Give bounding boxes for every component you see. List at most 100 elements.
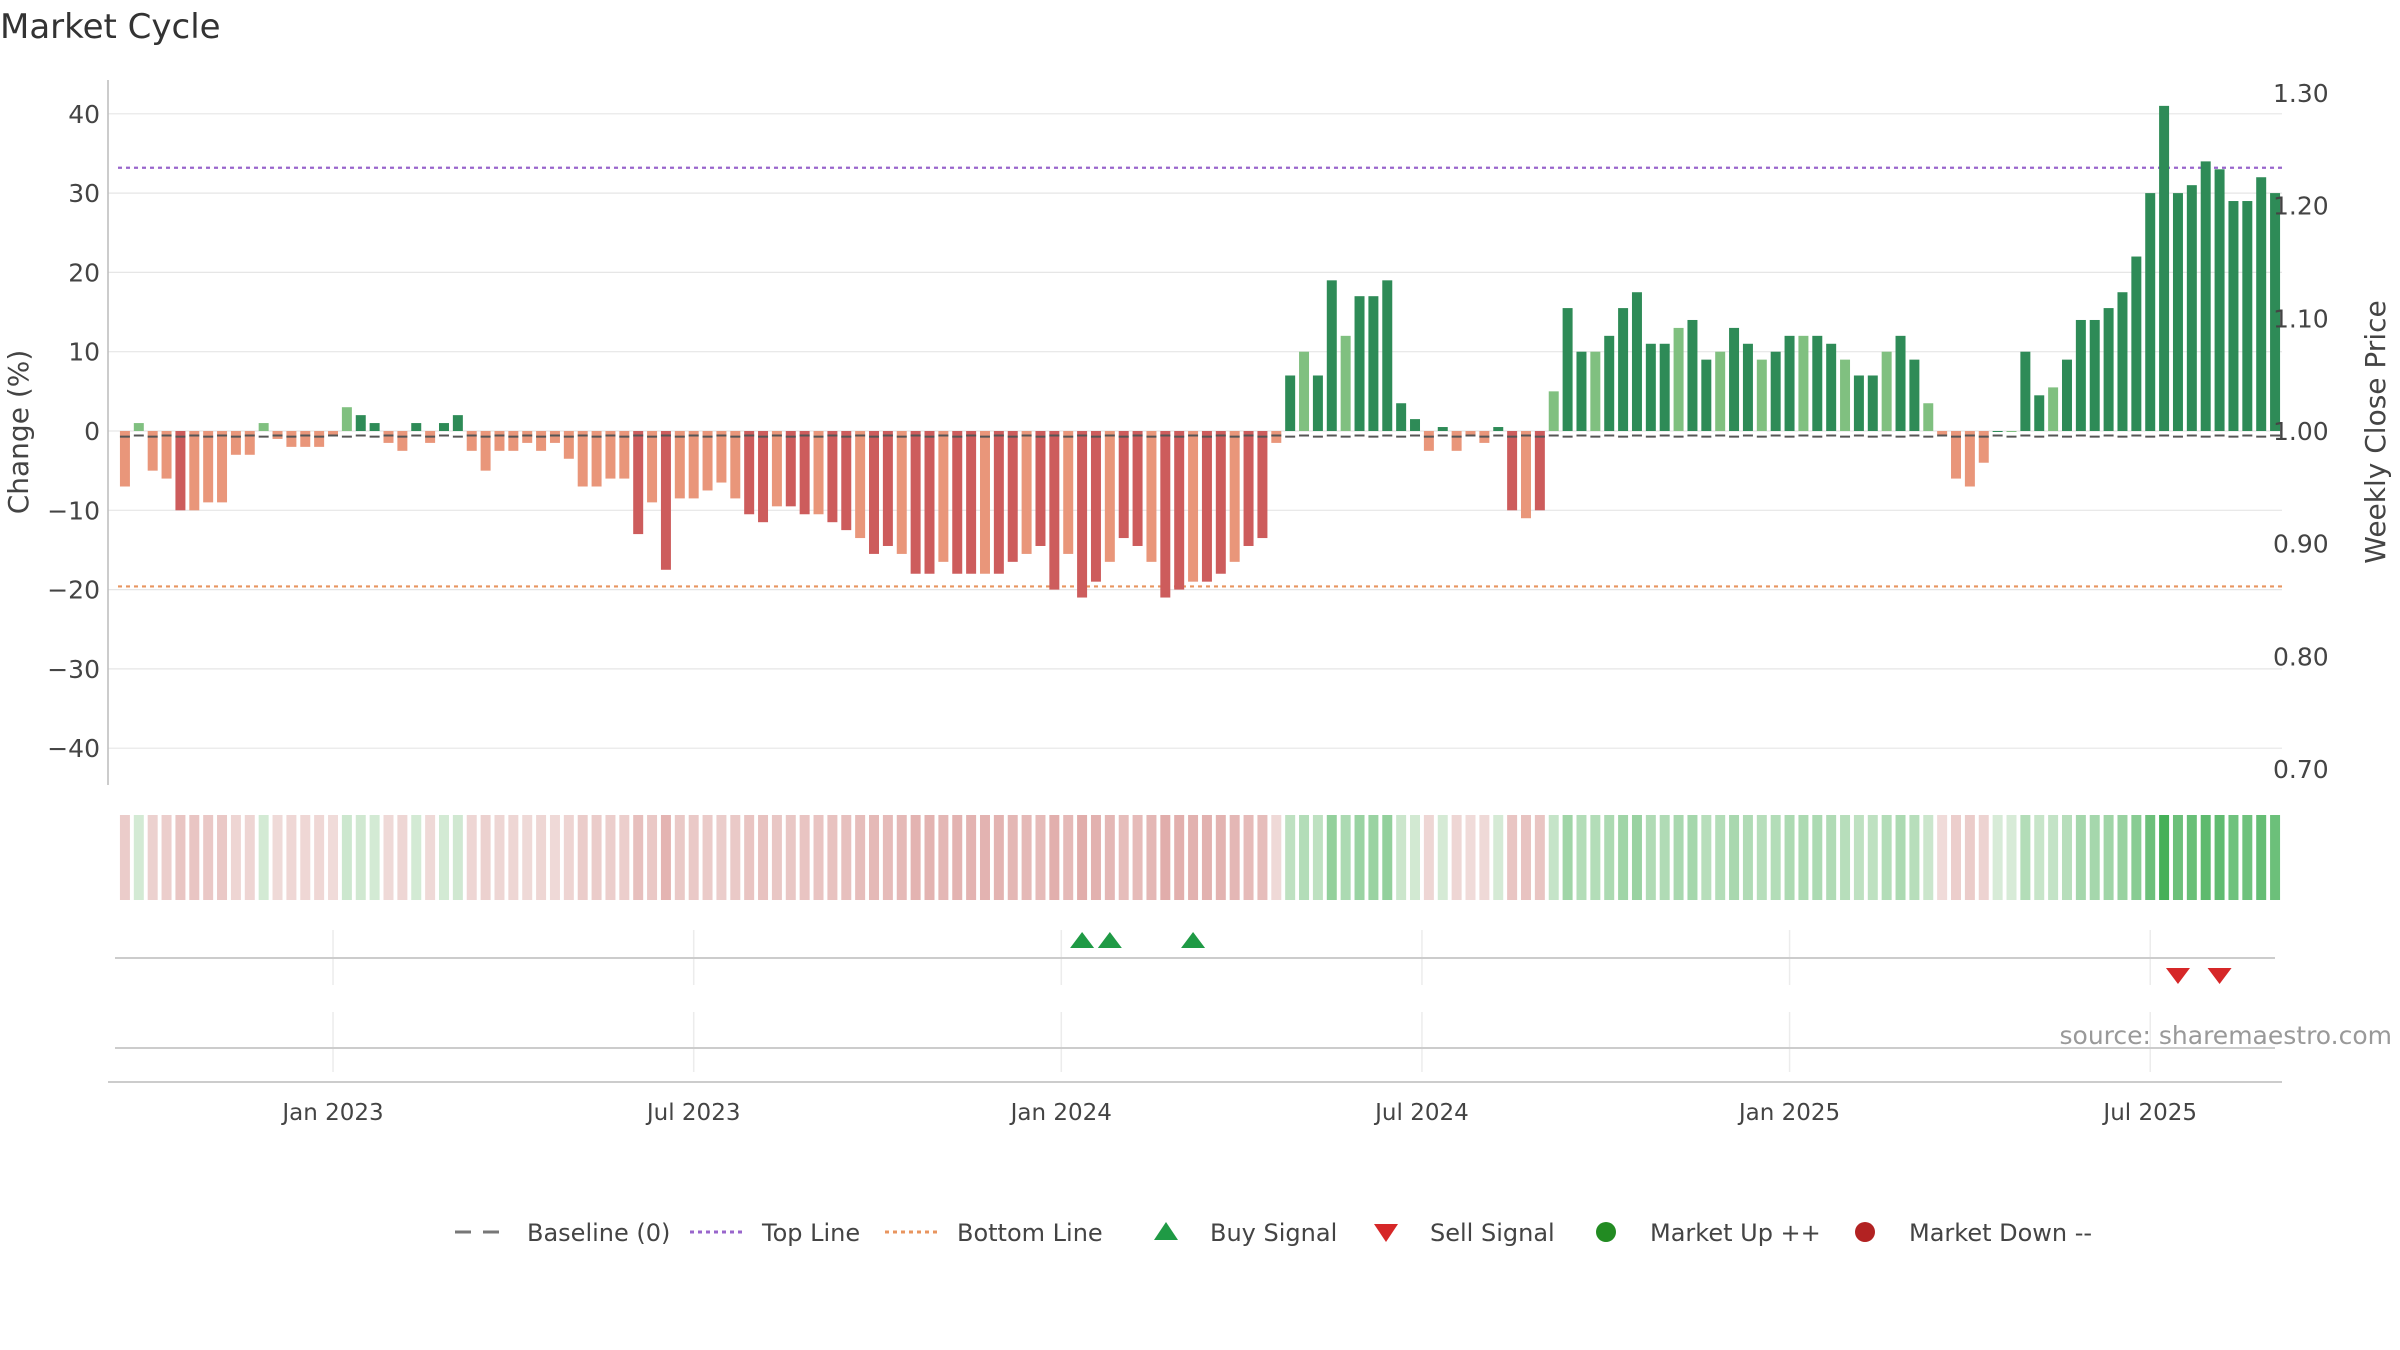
bar	[133, 423, 144, 431]
y-tick-label: 30	[68, 179, 100, 208]
bar	[1909, 359, 1920, 431]
strip-cell	[1326, 815, 1337, 900]
bar	[1299, 351, 1310, 431]
strip-cell	[1437, 815, 1448, 900]
bar	[341, 407, 352, 431]
strip-cell	[147, 815, 158, 900]
signals-panel	[115, 930, 2275, 985]
bar	[1063, 431, 1074, 554]
bar	[1410, 419, 1421, 431]
strip-cell	[1576, 815, 1587, 900]
strip-cell	[1410, 815, 1421, 900]
bar	[619, 431, 630, 479]
bar	[1382, 280, 1393, 431]
strip-cell	[952, 815, 963, 900]
strip-cell	[993, 815, 1004, 900]
strip-cell	[1909, 815, 1920, 900]
bar	[452, 415, 463, 431]
y-tick-label: 0	[84, 417, 100, 446]
bar	[161, 431, 172, 479]
strip-cell	[1756, 815, 1767, 900]
bar	[1631, 292, 1642, 431]
strip-cell	[1826, 815, 1837, 900]
bar	[660, 431, 671, 570]
x-tick-label: Jul 2023	[645, 1100, 741, 1126]
y-tick-label: 10	[68, 338, 100, 367]
strip-cell	[2200, 815, 2211, 900]
strip-cell	[1881, 815, 1892, 900]
bar	[966, 431, 977, 574]
bar	[799, 431, 810, 515]
legend-marker	[1374, 1224, 1398, 1242]
strip-cell	[869, 815, 880, 900]
bar	[1881, 351, 1892, 431]
bar	[2034, 395, 2045, 431]
strip-cell	[2270, 815, 2281, 900]
bar	[217, 431, 228, 503]
strip-cell	[383, 815, 394, 900]
strip-cell	[1562, 815, 1573, 900]
bar	[771, 431, 782, 507]
strip-cell	[133, 815, 144, 900]
bar	[355, 415, 366, 431]
strip-cell	[2242, 815, 2253, 900]
strip-cell	[1840, 815, 1851, 900]
bar	[910, 431, 921, 574]
strip-cell	[855, 815, 866, 900]
strip-cell	[2117, 815, 2128, 900]
bar	[1104, 431, 1115, 562]
bar	[813, 431, 824, 515]
bar	[203, 431, 214, 503]
x-tick-label: Jan 2025	[1737, 1100, 1840, 1126]
strip-cell	[2103, 815, 2114, 900]
bar	[2117, 292, 2128, 431]
strip-cell	[1007, 815, 1018, 900]
strip-cell	[1299, 815, 1310, 900]
bar	[508, 431, 519, 451]
y2-axis-label: Weekly Close Price	[2359, 300, 2392, 563]
strip-cell	[1964, 815, 1975, 900]
bar	[2131, 256, 2142, 431]
strip-cell	[1354, 815, 1365, 900]
strip-cell	[674, 815, 685, 900]
strip-cell	[660, 815, 671, 900]
bar	[1715, 351, 1726, 431]
strip-cell	[910, 815, 921, 900]
bar	[411, 423, 422, 431]
bar	[1201, 431, 1212, 582]
strip-cell	[1229, 815, 1240, 900]
bar	[2242, 201, 2253, 431]
strip-cell	[938, 815, 949, 900]
strip-cell	[1146, 815, 1157, 900]
strip-cell	[2075, 815, 2086, 900]
y2-tick-label: 1.20	[2273, 192, 2329, 221]
strip-cell	[730, 815, 741, 900]
bar	[2172, 193, 2183, 431]
strip-cell	[494, 815, 505, 900]
strip-cell	[1645, 815, 1656, 900]
strip-cell	[1673, 815, 1684, 900]
strip-cell	[591, 815, 602, 900]
market-panel	[115, 1012, 2275, 1072]
bar	[1895, 335, 1906, 431]
bar	[1077, 431, 1088, 598]
strip-cell	[633, 815, 644, 900]
bar	[1812, 335, 1823, 431]
legend-label: Sell Signal	[1430, 1219, 1555, 1247]
strip-cell	[1590, 815, 1601, 900]
bar	[522, 431, 533, 443]
strip-cell	[1382, 815, 1393, 900]
strip-cell	[1257, 815, 1268, 900]
bar	[1340, 335, 1351, 431]
strip-cell	[799, 815, 810, 900]
bar	[2270, 193, 2281, 431]
strip-cell	[466, 815, 477, 900]
bar	[1160, 431, 1171, 598]
strip-cell	[522, 815, 533, 900]
y-tick-label: −40	[47, 734, 100, 763]
strip-cell	[1285, 815, 1296, 900]
strip-cell	[397, 815, 408, 900]
bar	[882, 431, 893, 546]
bar	[1992, 431, 2003, 432]
